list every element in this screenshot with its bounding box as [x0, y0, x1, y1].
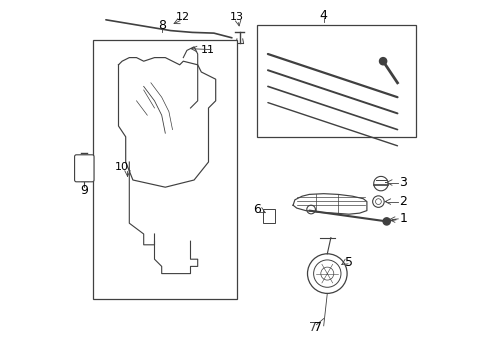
- Circle shape: [379, 58, 386, 65]
- Bar: [93, 40, 237, 299]
- Text: 1: 1: [399, 212, 407, 225]
- Text: 3: 3: [399, 176, 407, 189]
- Text: 10: 10: [114, 162, 128, 172]
- Text: 5: 5: [345, 256, 352, 269]
- Text: 9: 9: [80, 184, 88, 197]
- Bar: [263, 209, 274, 223]
- Text: 2: 2: [399, 195, 407, 208]
- Text: 8: 8: [157, 19, 165, 32]
- FancyBboxPatch shape: [75, 155, 94, 182]
- Text: 7: 7: [308, 321, 316, 334]
- Text: 4: 4: [319, 9, 327, 22]
- Text: 11: 11: [201, 45, 215, 55]
- Text: 6: 6: [252, 203, 260, 216]
- Text: 12: 12: [176, 12, 190, 22]
- Bar: [257, 25, 415, 137]
- Circle shape: [382, 218, 389, 225]
- Text: 7: 7: [314, 321, 322, 334]
- Text: 13: 13: [229, 12, 243, 22]
